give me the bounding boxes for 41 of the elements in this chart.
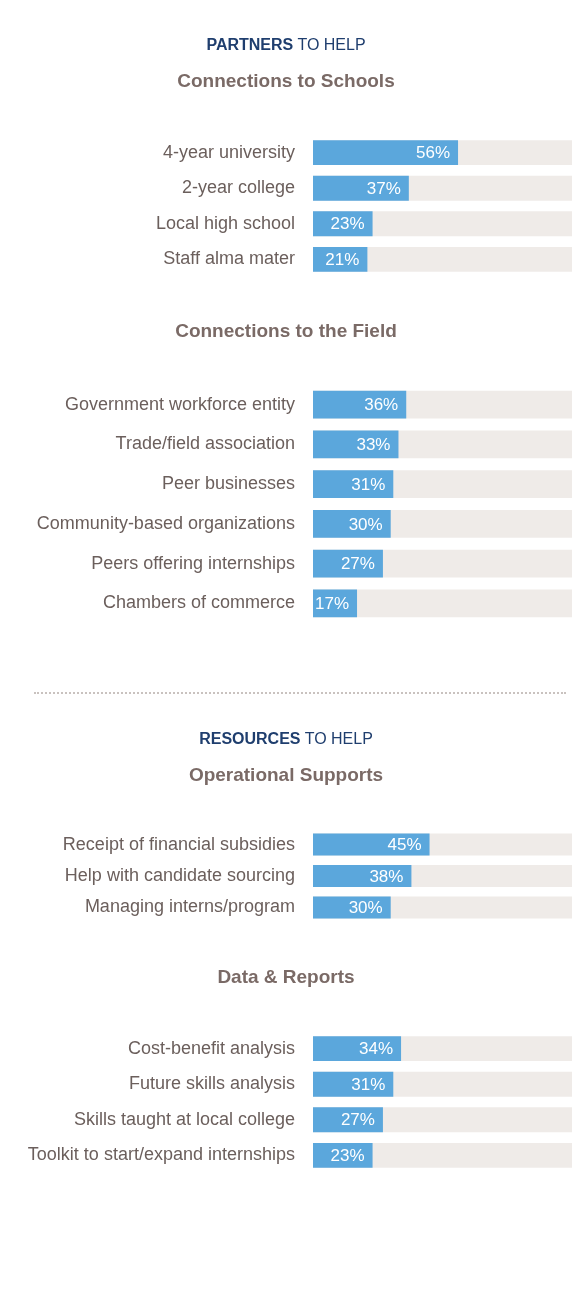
y-tick-label: Community-based organizations <box>36 512 295 533</box>
chart-title: Data & Reports <box>216 966 356 989</box>
y-tick-label: Future skills analysis <box>128 1073 295 1094</box>
data-label: 27% <box>340 554 375 574</box>
data-label: 21% <box>325 250 360 270</box>
data-label: 31% <box>351 1074 386 1094</box>
chart-title: Connections to Schools <box>176 70 396 93</box>
chart-title: Connections to the Field <box>174 320 398 343</box>
data-label: 36% <box>364 395 399 415</box>
data-label: 31% <box>351 474 386 494</box>
data-label: 30% <box>348 514 383 534</box>
data-label: 45% <box>387 835 422 855</box>
chart-subtitle: PARTNERS TO HELP <box>205 36 367 55</box>
data-label: 23% <box>330 214 365 234</box>
data-label: 27% <box>340 1110 375 1130</box>
data-label: 33% <box>356 435 391 455</box>
y-tick-label: Skills taught at local college <box>73 1108 295 1129</box>
data-label: 17% <box>315 594 350 614</box>
y-tick-label: Government workforce entity <box>64 393 295 414</box>
data-label: 30% <box>348 898 383 918</box>
y-tick-label: Help with candidate sourcing <box>64 864 295 885</box>
y-tick-label: Receipt of financial subsidies <box>62 833 295 854</box>
y-tick-label: Managing interns/program <box>84 896 295 917</box>
bar <box>313 549 383 578</box>
y-tick-label: 4-year university <box>162 141 295 162</box>
data-label: 37% <box>366 178 401 198</box>
y-tick-label: Staff alma mater <box>163 248 295 269</box>
y-tick-label: Peer businesses <box>161 473 295 494</box>
chart-title: Operational Supports <box>187 764 385 787</box>
y-tick-label: 2-year college <box>181 177 295 198</box>
chart-subtitle: RESOURCES TO HELP <box>198 730 374 749</box>
y-tick-label: Peers offering internships <box>91 552 295 573</box>
y-tick-label: Chambers of commerce <box>102 592 295 613</box>
y-tick-label: Toolkit to start/expand internships <box>27 1144 295 1165</box>
data-label: 38% <box>369 866 404 886</box>
data-label: 34% <box>359 1039 394 1059</box>
y-tick-label: Trade/field association <box>115 433 295 454</box>
data-label: 23% <box>330 1146 365 1166</box>
y-tick-label: Cost-benefit analysis <box>127 1037 295 1058</box>
y-tick-label: Local high school <box>155 212 295 233</box>
data-label: 56% <box>416 143 451 163</box>
